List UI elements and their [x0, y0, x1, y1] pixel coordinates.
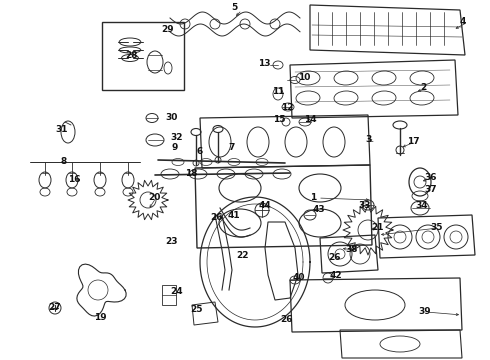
- Text: 37: 37: [424, 185, 437, 194]
- Text: 13: 13: [258, 59, 270, 68]
- Text: 39: 39: [418, 307, 431, 316]
- Text: 26: 26: [280, 315, 293, 324]
- Text: 3: 3: [365, 135, 371, 144]
- Text: 31: 31: [55, 126, 68, 135]
- Text: 15: 15: [273, 116, 286, 125]
- Text: 25: 25: [190, 306, 202, 315]
- Text: 18: 18: [185, 168, 197, 177]
- Text: 17: 17: [407, 138, 419, 147]
- Text: 28: 28: [125, 51, 138, 60]
- Text: 27: 27: [49, 303, 61, 312]
- Text: 41: 41: [228, 211, 241, 220]
- Text: 32: 32: [170, 134, 182, 143]
- Text: 42: 42: [330, 270, 343, 279]
- Text: 43: 43: [313, 206, 326, 215]
- Text: 26: 26: [210, 213, 222, 222]
- Text: 6: 6: [196, 148, 202, 157]
- Text: 5: 5: [231, 4, 237, 13]
- Bar: [162, 285, 176, 305]
- Text: 30: 30: [165, 113, 177, 122]
- Bar: [102, 22, 184, 90]
- Text: 12: 12: [281, 103, 294, 112]
- Text: 23: 23: [165, 238, 177, 247]
- Text: 20: 20: [148, 194, 160, 202]
- Text: 10: 10: [298, 72, 310, 81]
- Text: 1: 1: [310, 194, 316, 202]
- Text: 9: 9: [172, 144, 178, 153]
- Text: 7: 7: [228, 144, 234, 153]
- Text: 19: 19: [94, 314, 106, 323]
- Text: 36: 36: [424, 174, 437, 183]
- Text: 14: 14: [304, 116, 317, 125]
- Text: 24: 24: [170, 288, 183, 297]
- Text: 34: 34: [415, 201, 428, 210]
- Text: 38: 38: [345, 246, 358, 255]
- Text: 40: 40: [293, 274, 305, 283]
- Text: 22: 22: [236, 251, 248, 260]
- Text: 21: 21: [371, 224, 384, 233]
- Text: 26: 26: [328, 253, 341, 262]
- Text: 29: 29: [162, 26, 174, 35]
- Text: 4: 4: [460, 18, 466, 27]
- Text: 2: 2: [420, 84, 426, 93]
- Text: 33: 33: [358, 201, 370, 210]
- Text: 35: 35: [430, 224, 442, 233]
- Text: 16: 16: [68, 175, 80, 184]
- Text: 8: 8: [61, 158, 67, 166]
- Text: 44: 44: [259, 201, 271, 210]
- Text: 11: 11: [272, 87, 285, 96]
